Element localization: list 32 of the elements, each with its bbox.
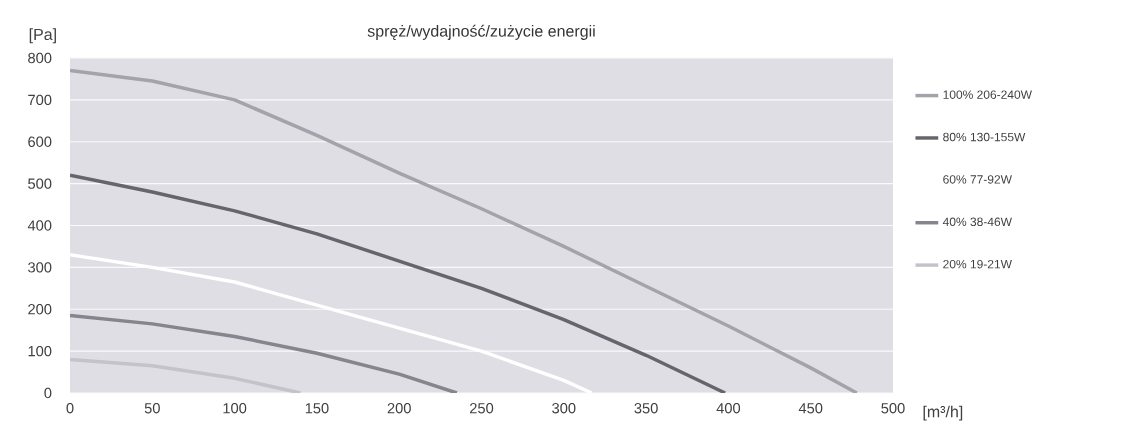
y-tick-label: 0 [44, 387, 52, 399]
x-tick-label: 350 [634, 403, 658, 414]
y-tick-label: 600 [28, 136, 52, 147]
y-axis-title: [Pa] [29, 28, 56, 44]
legend-label: 100% 206-240W [943, 90, 1032, 99]
chart-title: spręż/wydajność/zużycie energii [367, 24, 595, 40]
x-tick-label: 300 [552, 403, 576, 414]
line-series [70, 68, 859, 393]
y-tick-label: 500 [28, 178, 52, 189]
legend-label: 40% 38-46W [942, 217, 1012, 227]
y-tick-label: 100 [28, 345, 52, 357]
x-tick-label: 150 [305, 403, 329, 414]
y-tick-label: 400 [27, 220, 52, 231]
x-tick-label: 250 [470, 403, 494, 414]
text: 60% 77-92W [943, 175, 1012, 184]
legend-label: 80% 130-155W [943, 132, 1026, 142]
x-tick-label: 500 [881, 403, 905, 414]
line-series [70, 357, 303, 393]
x-tick-label: 450 [798, 403, 823, 414]
y-tick-label: 300 [28, 262, 52, 273]
line-series [70, 313, 459, 393]
x-tick-label: 50 [144, 403, 160, 414]
y-tick-label: 800 [28, 52, 52, 64]
line-series [70, 173, 727, 393]
x-tick-label: 200 [387, 403, 411, 414]
x-tick-label: 100 [223, 403, 247, 414]
x-tick-label: 0 [66, 403, 74, 414]
x-axis-title: [m³/h] [923, 405, 963, 421]
x-tick-label: 400 [716, 403, 741, 414]
legend-label: 20% 19-21W [943, 259, 1012, 269]
y-tick-label: 700 [28, 94, 52, 106]
y-tick-label: 200 [28, 304, 52, 315]
